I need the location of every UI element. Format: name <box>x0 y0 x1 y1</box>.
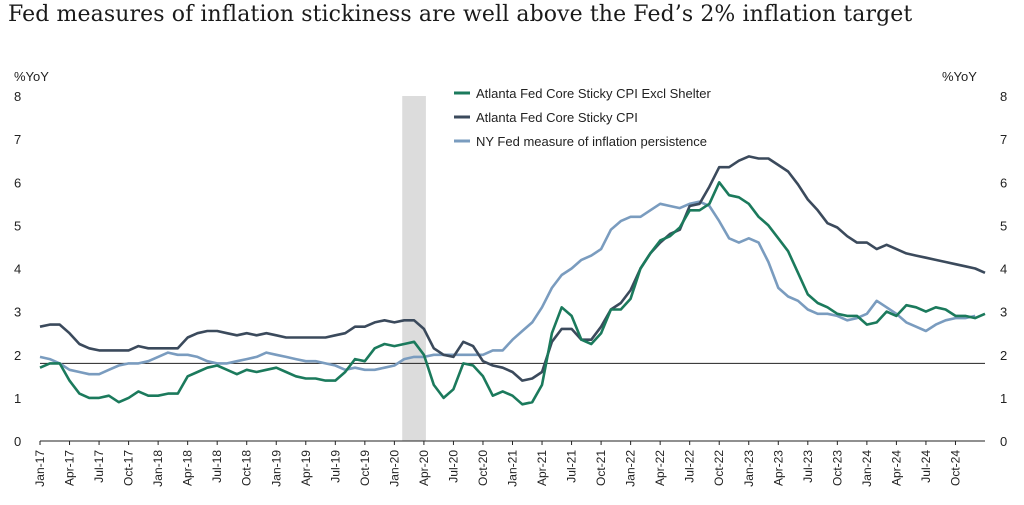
x-tick-label: Jan-18 <box>151 450 165 487</box>
x-tick-label: Jan-23 <box>742 450 756 487</box>
y-axis-label-left: %YoY <box>14 69 49 84</box>
y-tick-label-left: 2 <box>14 348 21 363</box>
x-tick-label: Apr-23 <box>771 450 785 486</box>
y-tick-label-left: 1 <box>14 391 21 406</box>
legend-label: Atlanta Fed Core Sticky CPI Excl Shelter <box>476 86 711 101</box>
y-tick-label-right: 0 <box>1000 434 1007 449</box>
y-tick-label-left: 3 <box>14 305 21 320</box>
x-tick-label: Jul-23 <box>801 450 815 483</box>
x-tick-label: Apr-24 <box>889 450 903 486</box>
x-tick-label: Apr-21 <box>535 450 549 486</box>
y-tick-label-right: 5 <box>1000 218 1007 233</box>
x-tick-label: Oct-21 <box>594 450 608 486</box>
y-tick-label-left: 6 <box>14 175 21 190</box>
y-tick-label-right: 6 <box>1000 175 1007 190</box>
x-tick-label: Jan-19 <box>269 450 283 487</box>
x-tick-label: Jan-20 <box>387 450 401 487</box>
y-tick-label-right: 8 <box>1000 89 1007 104</box>
y-tick-label-left: 4 <box>14 262 21 277</box>
x-tick-label: Oct-18 <box>240 450 254 486</box>
x-tick-label: Jul-17 <box>92 450 106 483</box>
x-tick-label: Apr-17 <box>63 450 77 486</box>
series-line-1 <box>39 181 986 406</box>
x-tick-label: Oct-19 <box>358 450 372 486</box>
x-tick-label: Apr-18 <box>181 450 195 486</box>
x-tick-label: Apr-20 <box>417 450 431 486</box>
x-axis: Jan-17 Apr-17 Jul-17 Oct-17 Jan-18 Apr-18 Jul-… <box>33 441 962 487</box>
x-tick-label: Jan-21 <box>506 450 520 487</box>
x-tick-label: Jul-22 <box>683 450 697 483</box>
y-tick-label-right: 2 <box>1000 348 1007 363</box>
x-tick-label: Apr-19 <box>299 450 313 486</box>
y-tick-label-left: 0 <box>14 434 21 449</box>
series-line-2 <box>39 155 986 382</box>
y-tick-label-left: 5 <box>14 218 21 233</box>
y-tick-label-right: 1 <box>1000 391 1007 406</box>
x-tick-label: Apr-22 <box>653 450 667 486</box>
y-tick-label-left: 7 <box>14 132 21 147</box>
y-axis-right: 0 1 2 3 4 5 6 7 8 <box>1000 89 1007 449</box>
x-tick-label: Oct-17 <box>122 450 136 486</box>
legend-label: NY Fed measure of inflation persistence <box>476 134 707 149</box>
x-tick-label: Oct-20 <box>476 450 490 486</box>
x-tick-label: Jul-18 <box>210 450 224 483</box>
x-tick-label: Oct-24 <box>948 450 962 486</box>
x-tick-label: Jul-21 <box>565 450 579 483</box>
x-tick-label: Oct-23 <box>830 450 844 486</box>
y-tick-label-left: 8 <box>14 89 21 104</box>
y-axis-left: 0 1 2 3 4 5 6 7 8 <box>14 89 21 449</box>
series-lines <box>39 155 986 406</box>
y-axis-label-right: %YoY <box>942 69 977 84</box>
legend: Atlanta Fed Core Sticky CPI Excl Shelter… <box>454 86 711 149</box>
x-tick-label: Jul-20 <box>446 450 460 483</box>
x-tick-label: Oct-22 <box>712 450 726 486</box>
x-tick-label: Jan-17 <box>33 450 47 487</box>
x-tick-label: Jul-24 <box>919 450 933 483</box>
y-tick-label-right: 7 <box>1000 132 1007 147</box>
x-tick-label: Jan-22 <box>624 450 638 487</box>
y-tick-label-right: 4 <box>1000 262 1007 277</box>
series-line-3 <box>39 200 976 376</box>
chart-title: Fed measures of inflation stickiness are… <box>8 2 913 27</box>
x-tick-label: Jul-19 <box>328 450 342 483</box>
legend-label: Atlanta Fed Core Sticky CPI <box>476 110 638 125</box>
x-tick-label: Jan-24 <box>860 450 874 487</box>
y-tick-label-right: 3 <box>1000 305 1007 320</box>
shaded-region <box>402 96 426 441</box>
